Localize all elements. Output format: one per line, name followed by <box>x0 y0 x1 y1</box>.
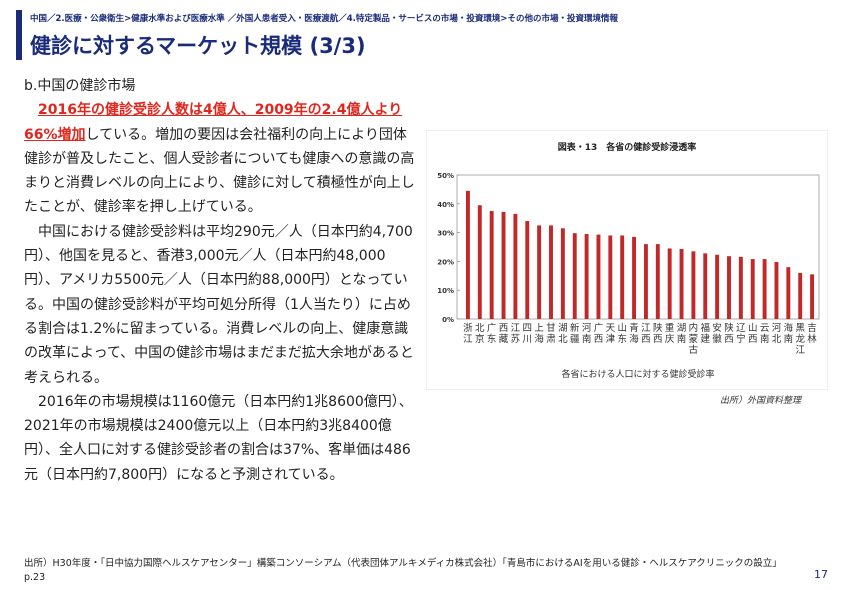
chart-bar <box>596 234 601 319</box>
header-accent-bar <box>16 10 22 60</box>
page-title: 健診に対するマーケット規模 (3/3) <box>30 34 366 58</box>
x-tick-label: 河北 <box>772 322 782 345</box>
x-tick-label: 天津 <box>606 323 616 345</box>
chart-plot-area <box>456 174 820 320</box>
chart-bar <box>489 211 494 319</box>
x-tick-label: 海南 <box>784 322 794 345</box>
chart-bar <box>465 190 470 319</box>
chart-bar <box>608 235 613 319</box>
paragraph-1-rest: している。増加の要因は会社福利の向上により団体健診が普及したこと、個人受診者につ… <box>24 126 415 216</box>
chart-bar <box>584 234 589 319</box>
y-tick-label: 30% <box>437 230 454 238</box>
x-tick-label: 黑龙江 <box>795 323 805 356</box>
chart-bar <box>477 205 482 319</box>
x-tick-label: 湖南 <box>677 323 687 345</box>
x-tick-label: 江西 <box>641 323 651 345</box>
chart-bar <box>691 251 696 319</box>
x-tick-label: 福建 <box>701 322 711 345</box>
x-tick-label: 四川 <box>523 323 533 345</box>
x-tick-label: 山西 <box>748 323 758 345</box>
x-tick-label: 陕西 <box>724 322 734 345</box>
x-tick-label: 吉林 <box>807 323 817 345</box>
x-axis-label: 各省における人口に対する健診受診率 <box>561 368 714 380</box>
x-tick-label: 山东 <box>617 323 627 345</box>
x-tick-label: 重庆 <box>665 322 675 345</box>
chart-bar <box>715 254 720 319</box>
x-tick-label: 新疆 <box>570 322 580 345</box>
x-tick-label: 青海 <box>629 322 639 345</box>
x-tick-label: 北京 <box>475 323 485 345</box>
chart-bar <box>798 272 803 319</box>
chart-bar <box>738 256 743 319</box>
x-tick-label: 安徽 <box>712 322 722 345</box>
x-tick-label: 西藏 <box>499 323 509 345</box>
main-text: b.中国の健診市場 2016年の健診受診人数は4億人、2009年の2.4億人より… <box>24 74 416 487</box>
chart-title: 図表・13 各省の健診受診浸透率 <box>557 143 697 153</box>
x-tick-label: 江苏 <box>511 323 521 345</box>
breadcrumb: 中国／2.医療・公衆衛生>健康水準および医療水準 ／外国人患者受入・医療渡航／4… <box>30 14 618 24</box>
paragraph-3: 2016年の市場規模は1160億元（日本円約1兆8600億円）、2021年の市場… <box>24 393 413 483</box>
x-tick-label: 甘肃 <box>546 322 556 345</box>
y-tick-label: 20% <box>437 258 454 266</box>
chart-bar <box>774 261 779 319</box>
x-tick-label: 广西 <box>594 322 604 345</box>
paragraph-2: 中国における健診受診料は平均290元／人（日本円約4,700円）、他国を見ると、… <box>24 223 414 386</box>
x-tick-label: 湖北 <box>558 323 568 345</box>
y-tick-label: 10% <box>437 287 454 295</box>
chart-bar <box>750 259 755 319</box>
chart-bar <box>632 236 637 319</box>
y-tick-label: 40% <box>437 201 454 209</box>
x-tick-label: 河南 <box>582 322 592 345</box>
chart-bar <box>786 267 791 319</box>
bar-chart: 0% 10% 20% 30% 40% 50% 浙江北京广东西藏江苏四川上海甘肃湖北新疆河南广… <box>437 172 820 380</box>
chart-bar <box>655 244 660 319</box>
paragraph-1: 2016年の健診受診人数は4億人、2009年の2.4億人より66%増加している。… <box>24 98 416 219</box>
x-tick-label: 辽宁 <box>736 322 746 345</box>
chart-bar <box>560 228 565 319</box>
chart-bar <box>549 225 553 319</box>
section-subheading: b.中国の健診市場 <box>24 78 136 94</box>
x-tick-label: 内蒙古 <box>689 322 699 356</box>
x-tick-label: 云南 <box>760 323 770 345</box>
chart-figure: 図表・13 各省の健診受診浸透率 0% 10% 20% 30% 40% 50% 浙江 北京 广东… <box>426 130 828 390</box>
y-tick-label: 0% <box>442 316 454 324</box>
chart-bar <box>762 259 767 319</box>
chart-bar <box>620 235 625 319</box>
chart-bar <box>667 248 672 319</box>
page-number: 17 <box>814 568 828 581</box>
y-tick-label: 50% <box>437 172 454 180</box>
chart-bar <box>727 256 731 319</box>
chart-bar <box>525 221 530 319</box>
chart-bar <box>537 225 542 319</box>
chart-bar <box>703 253 708 319</box>
chart-bar <box>810 274 815 319</box>
chart-bar <box>643 244 648 319</box>
x-tick-label: 广东 <box>487 322 497 345</box>
x-tick-label: 浙江 <box>463 322 473 345</box>
chart-bar <box>501 211 506 319</box>
x-tick-label: 陕西 <box>653 322 663 345</box>
x-tick-label: 上海 <box>534 323 544 345</box>
figure-source: 出所）外国資料整理 <box>720 396 802 406</box>
chart-bar <box>513 213 518 319</box>
highlight-text: 2016年の健診受診人数は4億人、2009年の2.4億人より66%増加 <box>24 102 403 143</box>
chart-bar <box>679 249 684 319</box>
chart-bar <box>572 233 577 319</box>
footer-source: 出所）H30年度・「日中協力国際ヘルスケアセンター」構築コンソーシアム（代表団体… <box>24 558 782 583</box>
